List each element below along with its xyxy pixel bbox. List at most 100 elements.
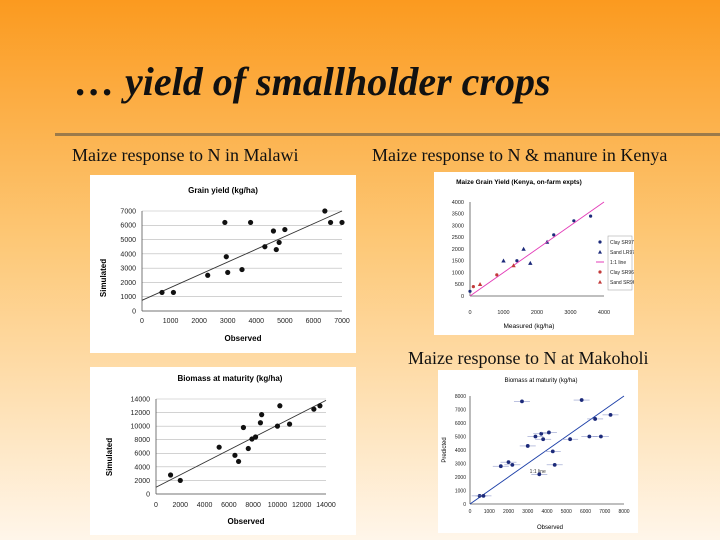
chart-grain-yield-panel: Grain yield (kg/ha) Observed Simulated 0… [90,175,356,353]
y-tick-label: 1000 [452,270,464,276]
legend-label: 1:1 line [610,260,626,266]
legend-swatch [598,240,602,244]
data-point [239,266,245,273]
x-tick-label: 3000 [522,509,533,515]
x-tick-label: 8000 [245,502,261,509]
data-point [225,269,231,276]
data-point [205,272,211,278]
x-tick-label: 0 [469,509,472,515]
data-point [245,445,251,452]
y-tick-label: 1000 [120,294,136,301]
data-point [572,219,576,223]
data-point [216,444,222,450]
x-tick-label: 2000 [172,502,188,509]
x-tick-label: 4000 [197,502,213,509]
x-tick-label: 14000 [316,502,336,509]
x-tick-label: 10000 [268,502,288,509]
data-point [471,285,475,289]
data-point [587,434,592,439]
x-tick-label: 4000 [541,509,552,515]
x-tick-label: 2000 [531,310,543,316]
data-point [276,239,282,246]
y-tick-label: 0 [146,491,150,498]
x-tick-label: 2000 [191,318,207,325]
data-point [579,398,584,402]
x-tick-label: 3000 [220,318,236,325]
x-tick-label: 0 [468,310,471,316]
data-point [589,214,593,218]
data-point [311,406,317,412]
legend-label: Clay SR97 [610,240,634,246]
y-tick-label: 3000 [452,223,464,229]
data-point [528,260,533,265]
legend-frame [607,235,633,291]
y-tick-label: 10000 [131,424,151,431]
y-tick-label: 3000 [455,461,466,467]
y-tick-label: 4000 [455,448,466,454]
data-point [259,412,265,418]
data-point [521,246,526,251]
slide-title: … yield of smallholder crops [75,59,551,104]
data-point [277,403,283,409]
data-point [257,420,264,426]
caption-kenya: Maize response to N & manure in Kenya [372,145,668,165]
x-tick-label: 12000 [292,502,312,509]
data-point [495,273,499,277]
data-point [235,458,242,465]
x-tick-label: 3000 [564,310,576,316]
y-tick-label: 2000 [134,478,150,485]
data-point [481,494,486,498]
data-point [327,219,334,226]
data-point [273,246,279,253]
x-tick-label: 8000 [618,509,629,515]
data-point [270,228,277,234]
legend-label: Sand LR97 [610,250,634,256]
y-tick-label: 2000 [120,280,136,287]
x-tick-label: 1000 [484,509,495,515]
y-tick-label: 0 [461,294,464,300]
data-point [511,263,516,268]
data-point [525,444,530,448]
data-point [608,413,613,417]
one-to-one-line [469,395,625,505]
y-tick-label: 14000 [131,396,151,403]
data-point [550,449,555,454]
data-point [498,464,503,469]
y-tick-label: 7000 [455,407,466,413]
chart-biomass: Biomass at maturity (kg/ha) Observed Sim… [105,374,336,526]
data-point [282,226,288,233]
x-tick-label: 1000 [497,310,509,316]
chart-grain-yield: Grain yield (kg/ha) Observed Simulated 0… [99,186,350,343]
data-point [501,258,506,263]
series-line [469,201,605,297]
x-tick-label: 0 [154,502,158,509]
legend-swatch [598,250,602,254]
line-label: 1:1 line [530,469,546,475]
data-point [593,417,598,421]
x-tick-label: 7000 [599,509,610,515]
x-tick-label: 0 [140,318,144,325]
data-point [510,462,515,467]
x-tick-label: 7000 [334,318,350,325]
data-point [317,403,323,409]
data-point [167,472,174,478]
y-tick-label: 4000 [452,200,464,206]
y-tick-label: 12000 [131,410,151,417]
data-point [252,434,259,440]
x-tick-label: 6000 [306,318,322,325]
data-point [339,219,345,226]
x-tick-label: 1000 [163,318,179,325]
data-point [177,477,183,484]
y-tick-label: 1000 [455,488,466,494]
y-tick-label: 2000 [452,247,464,253]
x-axis-label: Measured (kg/ha) [504,323,555,330]
data-point [477,282,483,287]
x-tick-label: 6000 [221,502,237,509]
y-tick-label: 3500 [452,212,464,218]
data-point [520,399,524,404]
data-point [222,219,228,226]
data-point [170,289,177,296]
legend-swatch [598,280,602,284]
y-tick-label: 8000 [134,437,150,444]
chart-makoholi-panel: Biomass at maturity (kg/ha) Observed Pre… [438,370,638,533]
